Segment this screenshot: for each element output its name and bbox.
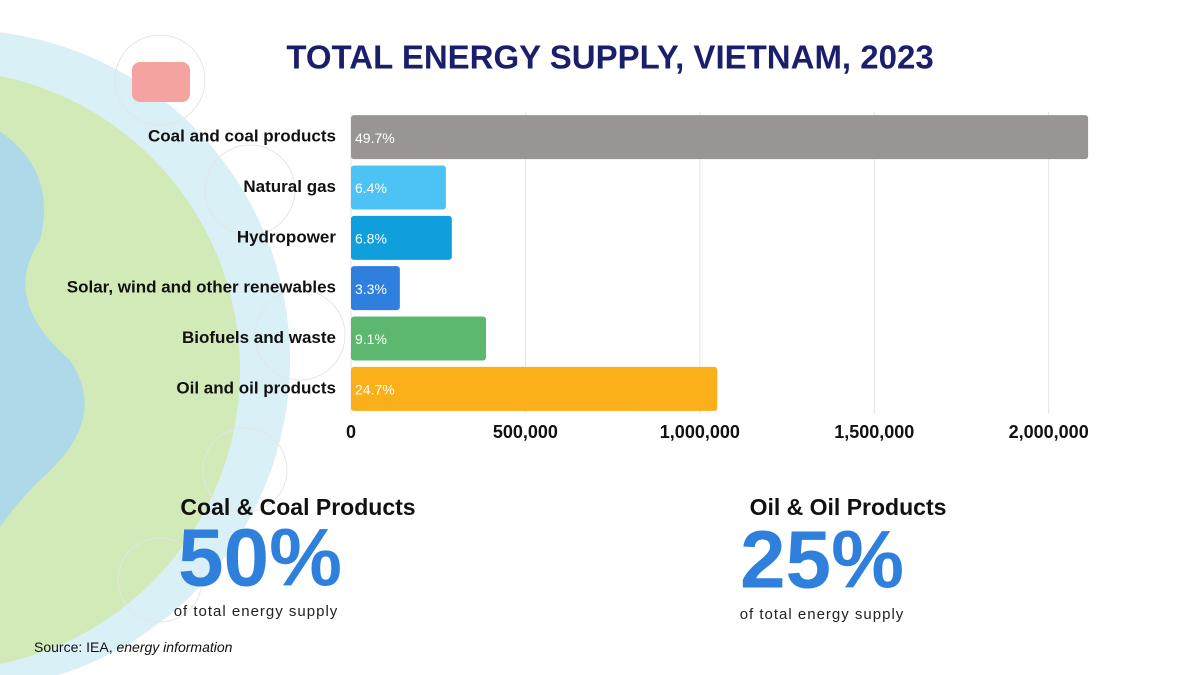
bar xyxy=(351,366,718,411)
highlight-figure: 50% xyxy=(178,513,342,604)
value-label: 6.8% xyxy=(355,231,387,247)
source-text: Source: IEA, xyxy=(34,639,113,655)
x-tick-label: 0 xyxy=(346,422,356,442)
earth xyxy=(0,76,240,664)
source-italic: energy information xyxy=(116,639,232,655)
plot: 0 500,000 1,000,000 1,500,000 2,000,000 Coal … xyxy=(67,112,1089,442)
y-tick-label: Natural gas xyxy=(243,177,336,196)
value-label: 3.3% xyxy=(355,281,387,297)
x-tick-label: 1,500,000 xyxy=(834,422,914,442)
bar xyxy=(351,165,446,210)
source: Source: IEA, energy information xyxy=(34,639,233,655)
highlight-caption: of total energy supply xyxy=(740,606,905,623)
x-tick-label: 2,000,000 xyxy=(1009,422,1089,442)
icon-ring xyxy=(202,427,288,513)
earth-sea xyxy=(0,131,85,527)
value-label: 9.1% xyxy=(355,331,387,347)
pipe-icon xyxy=(132,62,190,102)
icon-ring xyxy=(204,144,296,236)
icon-ring xyxy=(117,537,203,623)
highlight-figure: 25% xyxy=(740,515,904,606)
icon-ring xyxy=(114,34,206,126)
y-tick-label: Oil and oil products xyxy=(176,378,336,397)
y-tick-label: Coal and coal products xyxy=(148,127,336,146)
highlight-heading: Oil & Oil Products xyxy=(750,494,947,520)
highlight-caption: of total energy supply xyxy=(174,603,339,620)
x-tick-label: 500,000 xyxy=(493,422,558,442)
value-label: 6.4% xyxy=(355,180,387,196)
chart-title: TOTAL ENERGY SUPPLY, VIETNAM, 2023 xyxy=(286,39,933,76)
highlight-heading: Coal & Coal Products xyxy=(180,494,415,520)
y-tick-label: Solar, wind and other renewables xyxy=(67,278,336,297)
y-tick-label: Biofuels and waste xyxy=(182,328,336,347)
bar xyxy=(351,115,1089,160)
value-label: 24.7% xyxy=(355,382,395,398)
y-tick-label: Hydropower xyxy=(237,227,337,246)
value-label: 49.7% xyxy=(355,130,395,146)
bar xyxy=(351,266,400,311)
x-tick-label: 1,000,000 xyxy=(660,422,740,442)
icon-ring xyxy=(254,289,346,381)
bar xyxy=(351,215,452,260)
bar xyxy=(351,316,486,361)
